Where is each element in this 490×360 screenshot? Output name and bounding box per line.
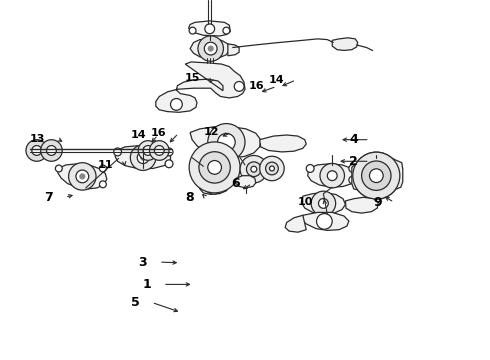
Polygon shape: [198, 176, 229, 194]
Circle shape: [266, 162, 278, 175]
Polygon shape: [332, 38, 358, 50]
Circle shape: [353, 152, 400, 199]
Circle shape: [137, 152, 149, 163]
Circle shape: [260, 156, 284, 181]
Circle shape: [69, 163, 96, 190]
Polygon shape: [352, 158, 403, 193]
Text: 14: 14: [130, 130, 146, 140]
Circle shape: [208, 123, 245, 161]
Text: 7: 7: [44, 191, 53, 204]
Circle shape: [317, 213, 332, 229]
Circle shape: [246, 162, 261, 176]
Circle shape: [218, 134, 235, 151]
Text: 10: 10: [297, 197, 313, 207]
Circle shape: [240, 156, 268, 183]
Circle shape: [270, 166, 274, 171]
Circle shape: [26, 140, 48, 161]
Circle shape: [204, 42, 217, 55]
Text: 1: 1: [142, 278, 151, 291]
Circle shape: [154, 145, 164, 156]
Polygon shape: [285, 215, 306, 232]
Circle shape: [130, 145, 156, 170]
Circle shape: [80, 174, 85, 179]
Circle shape: [165, 148, 173, 156]
Circle shape: [143, 145, 153, 156]
Circle shape: [138, 141, 158, 160]
Circle shape: [306, 165, 314, 172]
Circle shape: [199, 152, 230, 183]
Circle shape: [318, 198, 328, 208]
Circle shape: [349, 165, 357, 172]
Polygon shape: [189, 21, 230, 36]
Circle shape: [374, 173, 379, 178]
Text: 6: 6: [231, 177, 240, 190]
Circle shape: [47, 145, 56, 156]
Circle shape: [223, 27, 230, 34]
Polygon shape: [260, 135, 306, 152]
Polygon shape: [190, 127, 261, 158]
Circle shape: [349, 176, 357, 184]
Circle shape: [208, 46, 213, 51]
Circle shape: [369, 169, 383, 183]
Circle shape: [189, 27, 196, 34]
Circle shape: [55, 165, 62, 172]
Text: 3: 3: [138, 256, 147, 269]
Polygon shape: [345, 197, 378, 213]
Text: 8: 8: [185, 191, 194, 204]
Circle shape: [362, 161, 391, 190]
Circle shape: [320, 163, 344, 188]
Polygon shape: [308, 164, 357, 187]
Text: 15: 15: [185, 73, 200, 84]
Circle shape: [189, 142, 240, 193]
Circle shape: [149, 141, 169, 160]
Circle shape: [114, 148, 122, 156]
Text: 14: 14: [269, 75, 284, 85]
Circle shape: [362, 161, 391, 190]
Polygon shape: [228, 44, 239, 56]
Text: 2: 2: [349, 155, 358, 168]
Polygon shape: [190, 39, 229, 58]
Circle shape: [141, 155, 146, 160]
Circle shape: [41, 140, 62, 161]
Circle shape: [171, 99, 182, 110]
Circle shape: [76, 170, 89, 183]
Circle shape: [205, 177, 222, 194]
Circle shape: [327, 171, 337, 181]
Text: 12: 12: [204, 127, 220, 138]
Text: 13: 13: [30, 134, 45, 144]
Circle shape: [32, 145, 42, 156]
Circle shape: [353, 152, 400, 199]
Text: 11: 11: [97, 160, 113, 170]
Circle shape: [369, 169, 383, 183]
Circle shape: [205, 24, 215, 34]
Circle shape: [165, 160, 173, 168]
Circle shape: [208, 161, 221, 174]
Circle shape: [99, 165, 106, 172]
Circle shape: [99, 181, 106, 188]
Text: 16: 16: [249, 81, 265, 91]
Text: 16: 16: [151, 128, 167, 138]
Polygon shape: [156, 62, 245, 112]
Polygon shape: [235, 176, 256, 188]
Polygon shape: [301, 212, 349, 230]
Text: 4: 4: [349, 133, 358, 146]
Text: 5: 5: [131, 296, 140, 309]
Polygon shape: [115, 146, 171, 168]
Circle shape: [311, 191, 336, 216]
Circle shape: [198, 36, 223, 61]
Text: 9: 9: [373, 196, 382, 209]
Circle shape: [234, 81, 244, 91]
Circle shape: [251, 166, 257, 172]
Circle shape: [210, 181, 218, 189]
Polygon shape: [58, 164, 107, 189]
Polygon shape: [301, 193, 345, 214]
